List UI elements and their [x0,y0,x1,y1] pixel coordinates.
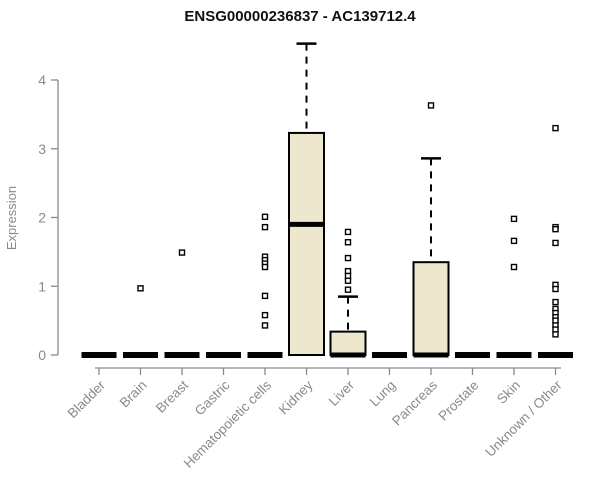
box-rect [329,330,367,356]
outlier-point [552,239,559,247]
box-brain [123,285,158,358]
x-tick-label: Brain [117,378,150,411]
x-tick-label: Lung [367,378,399,410]
outlier-point [510,237,518,245]
y-tick-label: 0 [38,347,46,363]
x-tick-label: Liver [326,377,358,409]
x-tick-label: Bladder [65,377,109,421]
outlier-point [261,223,269,231]
outlier-point [344,286,352,293]
y-axis-label: Expression [4,186,19,250]
x-tick-label: Gastric [192,377,233,418]
outlier-point [552,124,559,132]
outlier-point [261,322,269,329]
y-tick-label: 2 [38,210,46,226]
x-tick-label: Prostate [435,378,481,424]
outlier-point [178,249,186,256]
outlier-point [552,298,559,306]
outlier-point [261,292,269,300]
outlier-point [344,228,352,236]
box-unknown-other [538,124,573,358]
outlier-point [344,239,352,246]
outlier-point [427,102,435,109]
y-tick-label: 3 [38,141,46,157]
x-tick-label: Pancreas [389,377,440,428]
box-liver [329,228,367,358]
x-tick-label: Kidney [276,377,316,417]
y-axis: 0 1 2 3 4 [38,72,59,363]
y-tick-label: 4 [38,72,46,88]
box-rect [288,131,325,356]
box-skin [496,215,532,358]
x-tick-label: Skin [494,378,523,407]
box-pancreas [412,102,450,358]
box-kidney [288,42,325,356]
outlier-point [552,331,559,338]
outlier-point [510,263,518,271]
chart-title: ENSG00000236837 - AC139712.4 [184,8,416,25]
box-hematopoietic-cells [247,213,283,358]
outlier-point [552,285,559,293]
y-tick-label: 1 [38,278,46,294]
plot-area: 0 1 2 3 4 Bladder Brain Breast GastricHematopoie… [38,42,573,471]
x-tick-label: Breast [153,377,191,415]
outlier-point [552,225,559,233]
outlier-point [261,213,269,221]
x-tick-label: Unknown / Other [482,377,565,460]
box-rect [412,261,450,356]
outlier-point [261,263,269,271]
outlier-point [344,277,352,284]
outlier-point [137,285,144,292]
outlier-point [344,254,352,262]
outlier-point [510,215,518,223]
box-breast [164,249,200,358]
outlier-point [261,311,269,319]
